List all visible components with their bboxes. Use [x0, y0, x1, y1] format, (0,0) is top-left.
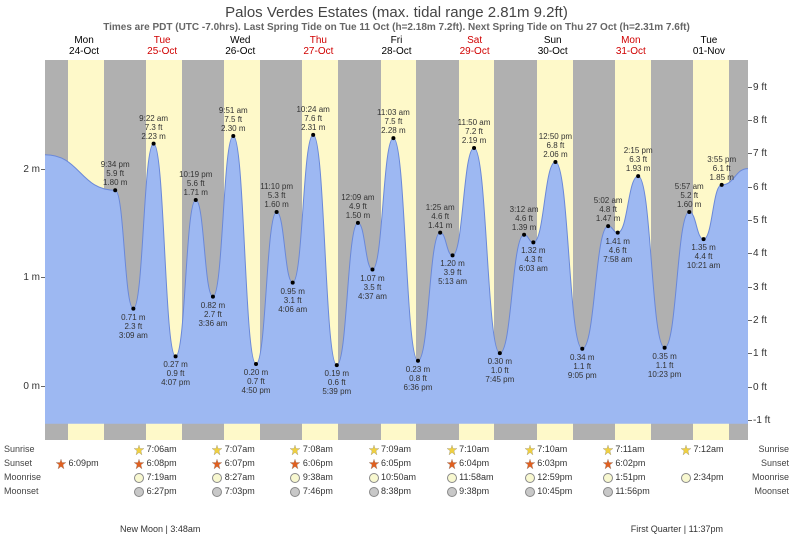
day-header: Mon31-Oct — [592, 35, 670, 57]
tide-label: 0.23 m0.8 ft6:36 pm — [398, 365, 438, 392]
y-tick-right: 4 ft — [753, 248, 788, 259]
astro-sunrise: 7:11am — [603, 444, 645, 455]
astro-moonrise: 8:27am — [212, 472, 255, 483]
tide-label: 11:03 am7.5 ft2.28 m — [373, 108, 413, 135]
tide-label: 5:02 am4.8 ft1.47 m — [588, 196, 628, 223]
astro-sunrise: 7:07am — [212, 444, 255, 455]
tide-label: 0.34 m1.1 ft9:05 pm — [562, 353, 602, 380]
astro-moonrise: 10:50am — [369, 472, 417, 483]
row-label-sunset-r: Sunset — [744, 458, 789, 468]
row-label-moonrise: Moonrise — [4, 472, 49, 482]
tide-label: 5:57 am5.2 ft1.60 m — [669, 182, 709, 209]
astro-moonrise: 7:19am — [134, 472, 177, 483]
tide-label: 9:34 pm5.9 ft1.80 m — [95, 160, 135, 187]
row-label-sunrise-r: Sunrise — [744, 444, 789, 454]
y-tick-right: 7 ft — [753, 148, 788, 159]
astro-sunrise: 7:06am — [134, 444, 177, 455]
y-tick-right: 0 ft — [753, 382, 788, 393]
y-tick-right: 9 ft — [753, 82, 788, 93]
astro-moonrise: 1:51pm — [603, 472, 646, 483]
astro-moonset: 8:38pm — [369, 486, 412, 497]
tide-label: 9:51 am7.5 ft2.30 m — [213, 106, 253, 133]
astro-sunrise: 7:10am — [525, 444, 568, 455]
row-label-moonrise-r: Moonrise — [744, 472, 789, 482]
tide-label: 11:50 am7.2 ft2.19 m — [454, 118, 494, 145]
astro-moonset: 9:38pm — [447, 486, 490, 497]
day-header: Sun30-Oct — [514, 35, 592, 57]
y-tick-left: 0 m — [5, 381, 40, 392]
tide-label: 0.19 m0.6 ft5:39 pm — [317, 369, 357, 396]
day-header: Mon24-Oct — [45, 35, 123, 57]
tide-label: 0.95 m3.1 ft4:06 am — [273, 287, 313, 314]
astro-moonset: 10:45pm — [525, 486, 573, 497]
day-header: Thu27-Oct — [279, 35, 357, 57]
y-tick-right: 2 ft — [753, 315, 788, 326]
tide-label: 11:10 pm5.3 ft1.60 m — [257, 182, 297, 209]
astro-sunset: 6:07pm — [212, 458, 255, 469]
y-tick-left: 1 m — [5, 272, 40, 283]
astro-sunrise: 7:12am — [681, 444, 724, 455]
chart-title: Palos Verdes Estates (max. tidal range 2… — [0, 4, 793, 21]
tide-label: 3:12 am4.6 ft1.39 m — [504, 205, 544, 232]
tide-label: 1.07 m3.5 ft4:37 am — [352, 274, 392, 301]
day-header: Sat29-Oct — [436, 35, 514, 57]
astro-sunrise: 7:08am — [290, 444, 333, 455]
astro-moonrise: 9:38am — [290, 472, 333, 483]
new-moon-note: New Moon | 3:48am — [120, 524, 200, 534]
tide-label: 2:15 pm6.3 ft1.93 m — [618, 146, 658, 173]
astro-moonrise: 12:59pm — [525, 472, 573, 483]
astro-sunrise: 7:10am — [447, 444, 490, 455]
astro-sunset: 6:05pm — [369, 458, 412, 469]
y-tick-right: 8 ft — [753, 115, 788, 126]
tide-label: 10:19 pm5.6 ft1.71 m — [176, 170, 216, 197]
plot-area: 9:34 pm5.9 ft1.80 m 0.71 m2.3 ft3:09 am 9:… — [45, 60, 748, 440]
day-header: Tue25-Oct — [123, 35, 201, 57]
astro-moonset: 7:03pm — [212, 486, 255, 497]
tide-label: 1.20 m3.9 ft5:13 am — [433, 259, 473, 286]
tide-label: 0.35 m1.1 ft10:23 pm — [645, 352, 685, 379]
y-tick-right: 1 ft — [753, 348, 788, 359]
astro-moonrise: 11:58am — [447, 472, 494, 483]
astro-sunset: 6:04pm — [447, 458, 490, 469]
day-header: Wed26-Oct — [201, 35, 279, 57]
row-label-sunset: Sunset — [4, 458, 49, 468]
tide-label: 0.82 m2.7 ft3:36 am — [193, 301, 233, 328]
y-tick-right: 3 ft — [753, 282, 788, 293]
tide-label: 0.71 m2.3 ft3:09 am — [113, 313, 153, 340]
astro-moonset: 7:46pm — [290, 486, 333, 497]
y-tick-right: -1 ft — [753, 415, 788, 426]
tide-label: 1.41 m4.6 ft7:58 am — [598, 237, 638, 264]
astro-sunset: 6:08pm — [134, 458, 177, 469]
y-tick-right: 6 ft — [753, 182, 788, 193]
day-header: Tue01-Nov — [670, 35, 748, 57]
astro-moonset: 6:27pm — [134, 486, 177, 497]
first-quarter-note: First Quarter | 11:37pm — [631, 524, 723, 534]
tide-label: 0.27 m0.9 ft4:07 pm — [156, 360, 196, 387]
tide-label: 1.32 m4.3 ft6:03 am — [513, 246, 553, 273]
tide-label: 1.35 m4.4 ft10:21 am — [684, 243, 724, 270]
tide-chart: Palos Verdes Estates (max. tidal range 2… — [0, 0, 793, 539]
day-header: Fri28-Oct — [358, 35, 436, 57]
tide-label: 12:50 pm6.8 ft2.06 m — [535, 132, 575, 159]
chart-subtitle: Times are PDT (UTC -7.0hrs). Last Spring… — [0, 22, 793, 33]
row-label-moonset-r: Moonset — [744, 486, 789, 496]
astro-sunset: 6:06pm — [290, 458, 333, 469]
astro-moonset: 11:56pm — [603, 486, 650, 497]
astro-sunset: 6:09pm — [56, 458, 99, 469]
row-label-sunrise: Sunrise — [4, 444, 49, 454]
astro-sunset: 6:03pm — [525, 458, 568, 469]
tide-label: 9:22 am7.3 ft2.23 m — [134, 114, 174, 141]
tide-label: 1:25 am4.6 ft1.41 m — [420, 203, 460, 230]
tide-label: 0.20 m0.7 ft4:50 pm — [236, 368, 276, 395]
tide-label: 10:24 am7.6 ft2.31 m — [293, 105, 333, 132]
tide-label: 3:55 pm6.1 ft1.85 m — [702, 155, 742, 182]
y-tick-right: 5 ft — [753, 215, 788, 226]
tide-label: 0.30 m1.0 ft7:45 pm — [480, 357, 520, 384]
y-tick-left: 2 m — [5, 164, 40, 175]
astro-sunset: 6:02pm — [603, 458, 646, 469]
astro-moonrise: 2:34pm — [681, 472, 724, 483]
astro-sunrise: 7:09am — [369, 444, 412, 455]
row-label-moonset: Moonset — [4, 486, 49, 496]
tide-label: 12:09 am4.9 ft1.50 m — [338, 193, 378, 220]
